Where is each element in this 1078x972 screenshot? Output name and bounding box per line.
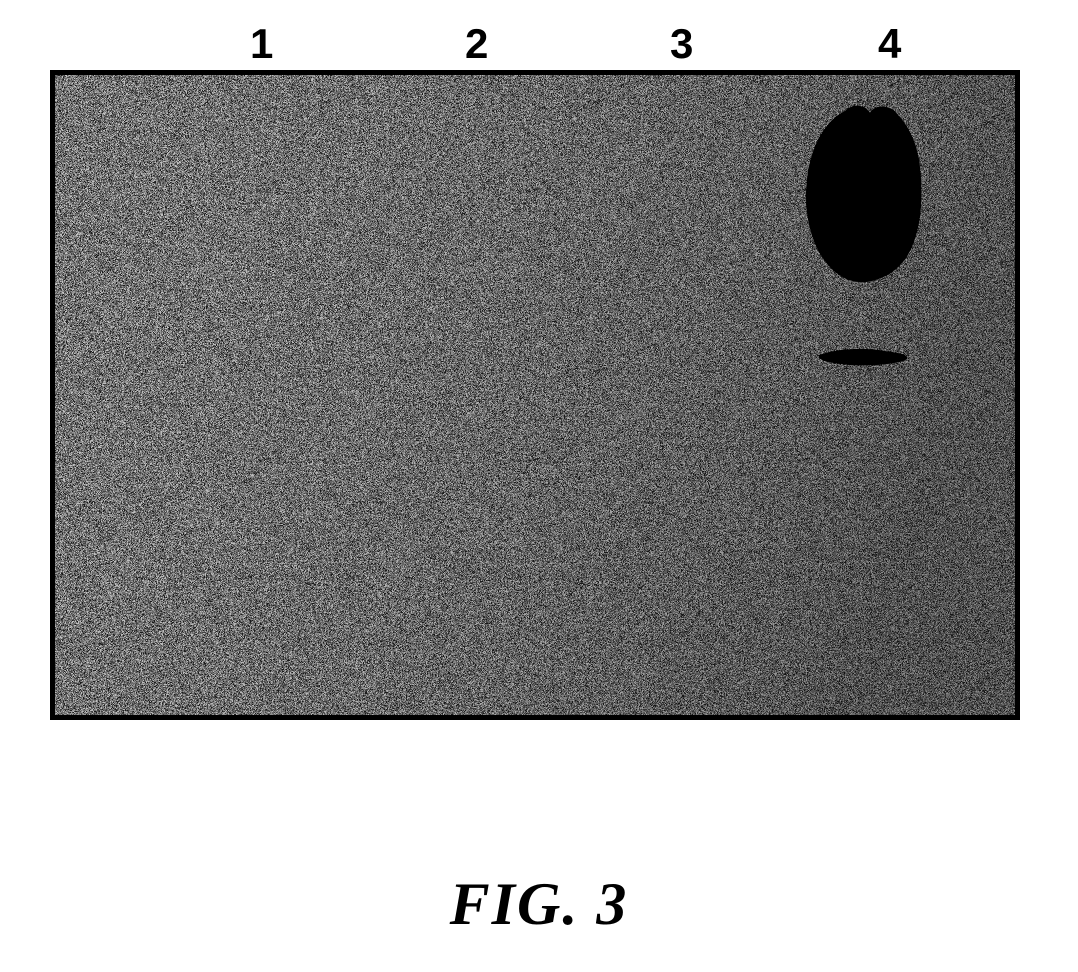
- blot-svg-secondary: [815, 345, 910, 367]
- main-band-lane4: [800, 105, 930, 285]
- lane-label-3: 3: [670, 20, 693, 68]
- lane-label-2: 2: [465, 20, 488, 68]
- blot-path-secondary: [819, 349, 907, 366]
- blot-path-main: [806, 106, 921, 283]
- figure-container: 1 2 3 4: [50, 20, 1020, 720]
- secondary-band-lane4: [815, 345, 910, 367]
- figure-caption: FIG. 3: [0, 870, 1078, 939]
- lane-label-1: 1: [250, 20, 273, 68]
- gel-image-box: [50, 70, 1020, 720]
- blot-svg-main: [800, 105, 930, 285]
- lane-labels-row: 1 2 3 4: [50, 20, 1020, 70]
- lane-label-4: 4: [878, 20, 901, 68]
